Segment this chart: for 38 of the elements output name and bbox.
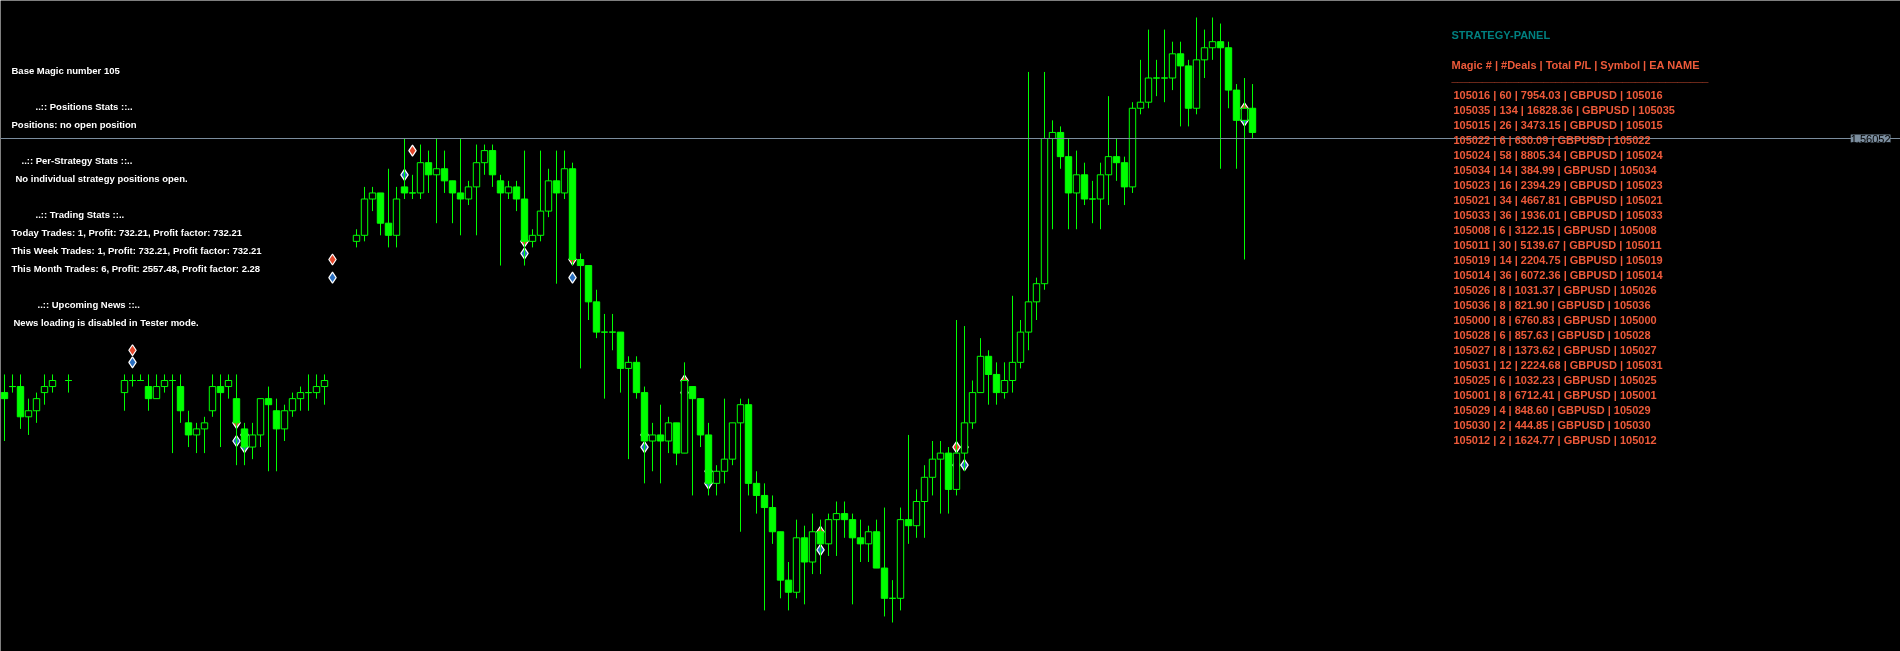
text: 105011 | 30 | 5139.67 | GBPUSD | 105011 bbox=[1453, 238, 1662, 251]
text: __________________________________________ bbox=[1450, 70, 1710, 83]
text: 105031 | 12 | 2224.68 | GBPUSD | 105031 bbox=[1453, 358, 1663, 371]
text: 105024 | 58 | 8805.34 | GBPUSD | 105024 bbox=[1453, 148, 1664, 161]
text: 105030 | 2 | 444.85 | GBPUSD | 105030 bbox=[1453, 418, 1651, 431]
text: 105036 | 8 | 821.90 | GBPUSD | 105036 bbox=[1453, 298, 1651, 311]
text: 105033 | 36 | 1936.01 | GBPUSD | 105033 bbox=[1453, 208, 1663, 221]
text: Magic # | #Deals | Total P/L | Symbol | EA NAME bbox=[1451, 58, 1700, 71]
text: 105021 | 34 | 4667.81 | GBPUSD | 105021 bbox=[1453, 193, 1663, 206]
annotation: No individual strategy positions open. bbox=[15, 173, 188, 184]
text: 105001 | 8 | 6712.41 | GBPUSD | 105001 bbox=[1453, 388, 1657, 401]
annotation: Today Trades: 1, Profit: 732.21, Profit factor: 732.21 bbox=[11, 227, 243, 238]
text: 105026 | 8 | 1031.37 | GBPUSD | 105026 bbox=[1453, 283, 1657, 296]
annotation: ..:: Trading Stats ::.. bbox=[35, 209, 125, 220]
text: 105034 | 14 | 384.99 | GBPUSD | 105034 bbox=[1453, 163, 1658, 176]
annotation: Positions: no open position bbox=[11, 119, 137, 130]
text: 105016 | 60 | 7954.03 | GBPUSD | 105016 bbox=[1453, 88, 1663, 101]
text: 105023 | 16 | 2394.29 | GBPUSD | 105023 bbox=[1453, 178, 1663, 191]
text: 105035 | 134 | 16828.36 | GBPUSD | 105035 bbox=[1453, 103, 1675, 116]
text: 105029 | 4 | 848.60 | GBPUSD | 105029 bbox=[1453, 403, 1651, 416]
annotation: ..:: Upcoming News ::.. bbox=[37, 299, 140, 310]
text: 105025 | 6 | 1032.23 | GBPUSD | 105025 bbox=[1453, 373, 1657, 386]
annotation: This Month Trades: 6, Profit: 2557.48, Profit factor: 2.28 bbox=[11, 263, 261, 274]
annotation: ..:: Positions Stats ::.. bbox=[35, 101, 133, 112]
annotation: News loading is disabled in Tester mode. bbox=[13, 317, 199, 328]
text: 105019 | 14 | 2204.75 | GBPUSD | 105019 bbox=[1453, 253, 1663, 266]
text: 105027 | 8 | 1373.62 | GBPUSD | 105027 bbox=[1453, 343, 1657, 356]
annotation: Base Magic number 105 bbox=[11, 65, 121, 76]
text: 105015 | 26 | 3473.15 | GBPUSD | 105015 bbox=[1453, 118, 1663, 131]
text: 105000 | 8 | 6760.83 | GBPUSD | 105000 bbox=[1453, 313, 1657, 326]
text: 105012 | 2 | 1624.77 | GBPUSD | 105012 bbox=[1453, 433, 1657, 446]
annotation: ..:: Per-Strategy Stats ::.. bbox=[21, 155, 133, 166]
annotation: This Week Trades: 1, Profit: 732.21, Profit factor: 732.21 bbox=[11, 245, 263, 256]
annotation: 1.56052 bbox=[1850, 132, 1891, 145]
text: 105014 | 36 | 6072.36 | GBPUSD | 105014 bbox=[1453, 268, 1664, 281]
text: 105008 | 6 | 3122.15 | GBPUSD | 105008 bbox=[1453, 223, 1657, 236]
text: STRATEGY-PANEL bbox=[1451, 28, 1551, 41]
text: 105028 | 6 | 857.63 | GBPUSD | 105028 bbox=[1453, 328, 1651, 341]
